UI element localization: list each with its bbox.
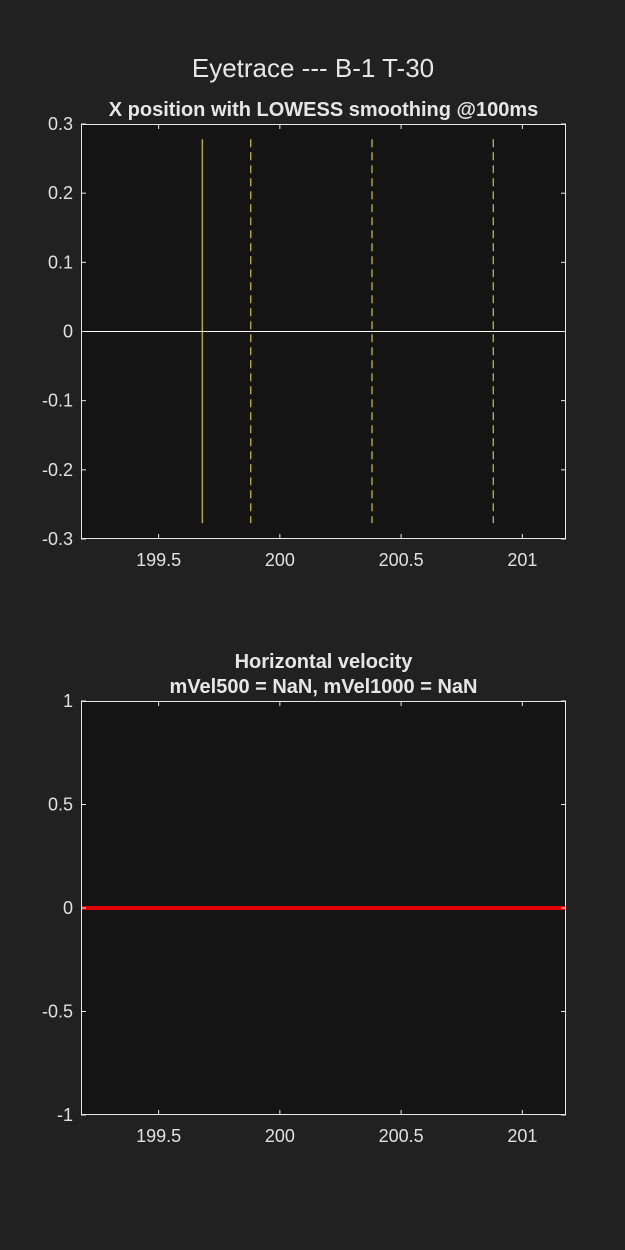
y-tick-label: -1 bbox=[57, 1105, 73, 1125]
y-tick-label: 0.2 bbox=[48, 183, 73, 203]
data-layer bbox=[81, 139, 566, 524]
y-tick-label: -0.3 bbox=[42, 529, 73, 549]
x-tick-label: 200 bbox=[265, 550, 295, 570]
x-tick-label: 200 bbox=[265, 1126, 295, 1146]
horizontal-velocity-chart: Horizontal velocity mVel500 = NaN, mVel10… bbox=[42, 651, 566, 1146]
figure-title: Eyetrace --- B-1 T-30 bbox=[192, 53, 434, 83]
y-tick-label: -0.1 bbox=[42, 391, 73, 411]
x-tick-label: 199.5 bbox=[136, 550, 181, 570]
y-tick-label: 0.5 bbox=[48, 795, 73, 815]
y-tick-label: -0.5 bbox=[42, 1002, 73, 1022]
x-tick-label: 200.5 bbox=[379, 1126, 424, 1146]
chart-title: Horizontal velocity bbox=[235, 651, 414, 673]
chart-title: mVel500 = NaN, mVel1000 = NaN bbox=[170, 676, 478, 698]
x-tick-label: 200.5 bbox=[379, 550, 424, 570]
x-tick-label: 201 bbox=[507, 550, 537, 570]
x-position-chart: X position with LOWESS smoothing @100ms 1… bbox=[42, 99, 566, 570]
y-tick-label: -0.2 bbox=[42, 460, 73, 480]
y-tick-label: 0.1 bbox=[48, 252, 73, 272]
y-tick-label: 0 bbox=[63, 898, 73, 918]
y-tick-label: 0 bbox=[63, 322, 73, 342]
chart-title: X position with LOWESS smoothing @100ms bbox=[109, 99, 539, 121]
y-tick-label: 0.3 bbox=[48, 114, 73, 134]
x-tick-label: 199.5 bbox=[136, 1126, 181, 1146]
y-tick-label: 1 bbox=[63, 691, 73, 711]
x-tick-label: 201 bbox=[507, 1126, 537, 1146]
